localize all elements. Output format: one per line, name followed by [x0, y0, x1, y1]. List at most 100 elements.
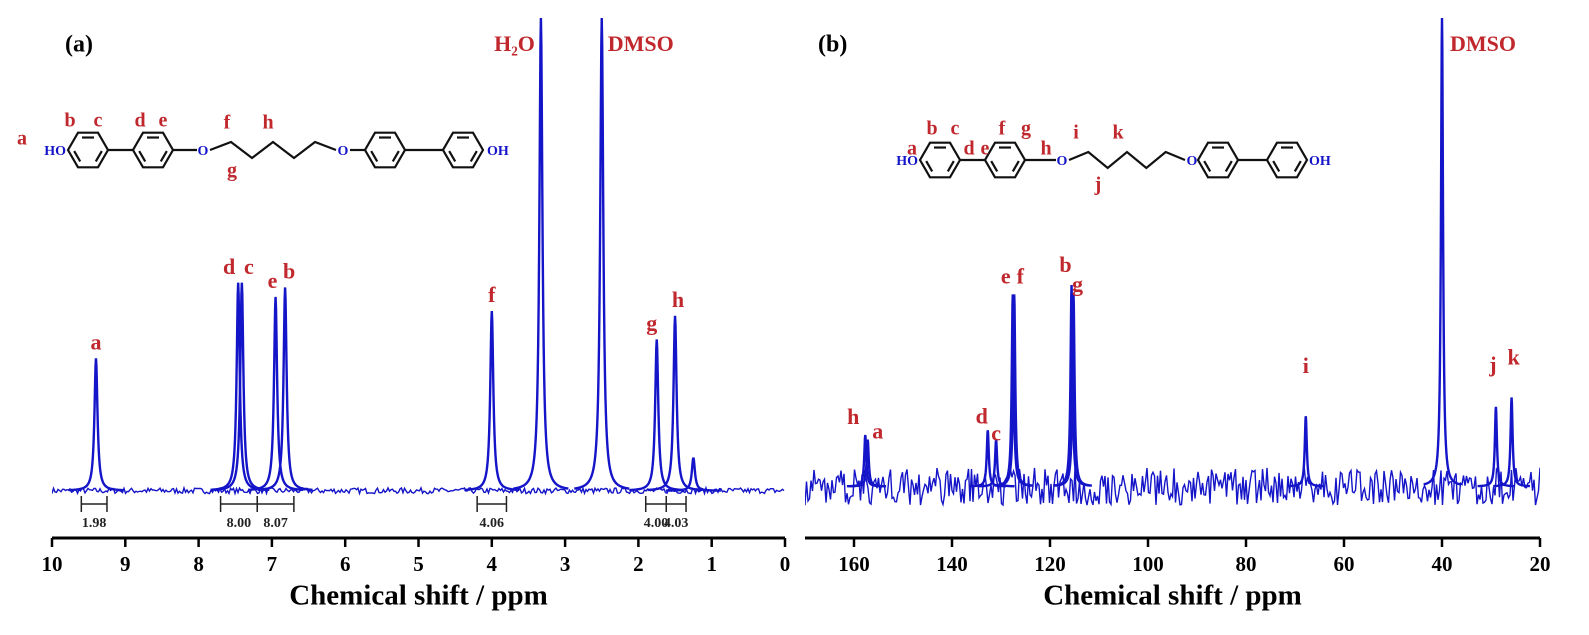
integral-bracket — [219, 496, 258, 512]
peak-label: g — [646, 311, 657, 336]
x-tick-label: 100 — [1132, 552, 1164, 576]
integral-bracket — [256, 496, 295, 512]
x-axis-title: Chemical shift / ppm — [289, 580, 548, 612]
integral-label: 4.00 — [644, 516, 669, 531]
position-label: g — [227, 160, 237, 182]
integral-bracket — [665, 496, 687, 512]
panel-label: (b) — [818, 32, 847, 58]
peak — [1423, 18, 1461, 486]
peak — [849, 439, 887, 488]
position-label: h — [262, 112, 273, 134]
benzene-ring — [66, 131, 110, 169]
double-bond — [990, 160, 999, 172]
double-bond — [469, 150, 478, 162]
position-label: a — [17, 128, 27, 150]
atom-group: HO — [44, 144, 66, 159]
integral-label: 8.07 — [263, 516, 288, 531]
atom-group: O — [1187, 154, 1198, 169]
peak-label: H₂O — [494, 31, 535, 56]
structure — [66, 131, 485, 169]
x-axis-title: Chemical shift / ppm — [1043, 580, 1302, 612]
peak — [464, 311, 520, 492]
integral-label: 8.00 — [227, 516, 252, 531]
atom-group: O — [198, 144, 209, 159]
x-tick-label: 140 — [936, 552, 968, 576]
peak-label: c — [991, 421, 1001, 446]
atom-group: O — [338, 144, 349, 159]
position-label: d — [134, 110, 145, 132]
x-tick-label: 3 — [560, 552, 571, 576]
peak-label: i — [1303, 353, 1309, 378]
position-label: b — [64, 110, 75, 132]
peak — [257, 287, 313, 492]
integral-bracket — [476, 496, 508, 512]
double-bond — [946, 160, 955, 172]
position-label: a — [907, 138, 917, 160]
peak-label: j — [1488, 352, 1496, 377]
double-bond — [1293, 160, 1302, 172]
position-label: b — [926, 118, 937, 140]
benzene-ring — [918, 141, 962, 179]
peak — [513, 18, 569, 490]
structure — [918, 141, 1309, 179]
x-tick-label: 1 — [706, 552, 717, 576]
x-tick-label: 2 — [633, 552, 644, 576]
position-label: c — [951, 118, 960, 140]
plot-area — [52, 18, 785, 496]
peak — [1055, 294, 1093, 487]
peak-label: a — [872, 419, 883, 444]
peak-label: d — [976, 403, 988, 428]
peak-label: k — [1507, 345, 1520, 370]
position-label: i — [1073, 122, 1079, 144]
position-label: k — [1112, 122, 1124, 144]
plot-area — [805, 18, 1540, 508]
position-label: d — [963, 138, 974, 160]
x-tick-label: 0 — [780, 552, 791, 576]
noise-baseline — [52, 485, 785, 496]
peak-label: b — [1059, 252, 1071, 277]
peak-label: f — [1017, 263, 1025, 288]
peak-label: h — [672, 287, 684, 312]
position-label: h — [1040, 138, 1051, 160]
atom-group: O — [1057, 154, 1068, 169]
peak-label: e — [268, 268, 278, 293]
integral-label: 4.03 — [664, 516, 689, 531]
double-bond — [370, 150, 379, 162]
alkyl-chain — [1068, 150, 1186, 170]
peak-label: h — [847, 404, 859, 429]
x-tick-label: 120 — [1034, 552, 1066, 576]
double-bond — [138, 150, 147, 162]
x-tick-label: 60 — [1334, 552, 1355, 576]
position-label: j — [1094, 174, 1102, 196]
peak — [1287, 416, 1325, 488]
peak — [68, 358, 124, 492]
double-bond — [1224, 160, 1233, 172]
peak — [1477, 406, 1515, 488]
x-tick-label: 40 — [1432, 552, 1453, 576]
peak-label: DMSO — [608, 31, 674, 56]
double-bond — [94, 150, 103, 162]
peak-label: d — [223, 254, 235, 279]
double-bond — [391, 150, 400, 162]
position-label: f — [999, 118, 1006, 140]
double-bond — [925, 160, 934, 172]
peak-label: g — [1072, 271, 1083, 296]
peak-label: e — [1001, 263, 1011, 288]
alkyl-chain — [209, 140, 337, 160]
x-tick-label: 160 — [838, 552, 870, 576]
atom-group: OH — [1309, 154, 1331, 169]
peak — [977, 439, 1015, 488]
position-label: f — [224, 112, 231, 134]
peak — [1493, 397, 1530, 488]
integral-label: 4.06 — [480, 516, 505, 531]
double-bond — [448, 150, 457, 162]
peak — [647, 315, 703, 492]
panel-label: (a) — [65, 32, 93, 58]
x-tick-label: 7 — [267, 552, 278, 576]
peak-label: a — [90, 329, 101, 354]
position-label: e — [981, 138, 990, 160]
atom-group: OH — [487, 144, 509, 159]
